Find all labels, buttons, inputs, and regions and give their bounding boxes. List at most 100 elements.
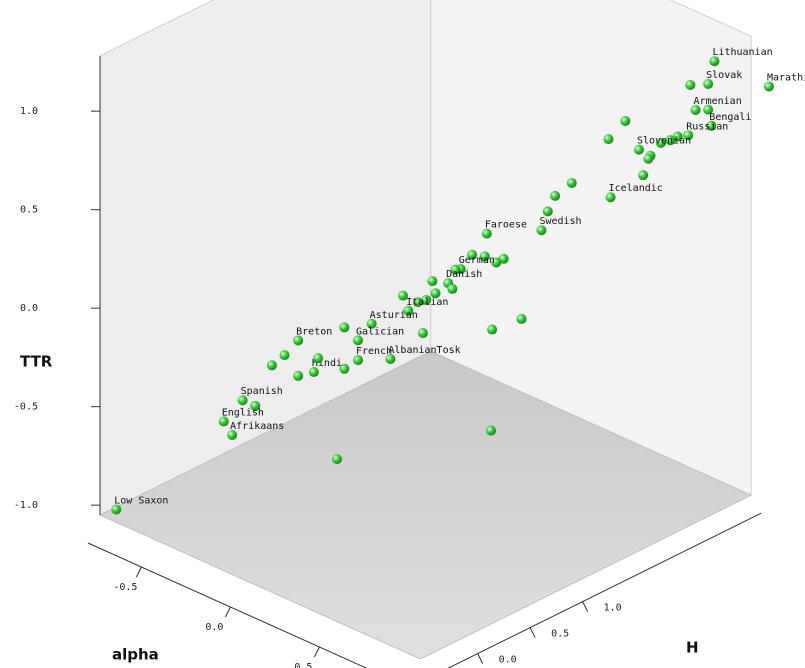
- point-label: Spanish: [241, 386, 283, 397]
- x-tick-label: 0.5: [294, 662, 312, 668]
- z-tick-label: -0.5: [14, 402, 38, 413]
- point-label: Breton: [296, 326, 332, 337]
- point-label: Slovak: [706, 70, 742, 81]
- x-tick: [313, 646, 320, 658]
- axes: -1.0 -0.5 0.0 0.5 1.0 -0.5 0.0 0.5 0.0 0.5 1.0: [14, 55, 762, 668]
- point-label: Russian: [686, 121, 728, 132]
- point: [218, 416, 229, 427]
- point: [412, 297, 423, 308]
- y-tick: [477, 653, 484, 664]
- point-label: English: [222, 407, 264, 418]
- floor: [98, 350, 753, 660]
- point: [427, 276, 438, 287]
- plot-box: [98, 0, 753, 660]
- point: [279, 350, 290, 361]
- point-label: Italian: [406, 297, 448, 308]
- point: [665, 135, 676, 146]
- point: [111, 504, 122, 515]
- x-tick-label: -0.5: [113, 582, 137, 593]
- x-axis-title: alpha: [112, 646, 159, 664]
- points: Lithuanian Slovak Marathi Armenian BengaliRu…: [111, 47, 805, 515]
- point: [709, 56, 720, 67]
- point: [683, 130, 694, 141]
- point: [313, 353, 324, 364]
- y-axis-title: H: [686, 639, 699, 657]
- point: [690, 104, 701, 115]
- point-label: Asturian: [370, 310, 418, 321]
- point: [450, 264, 461, 275]
- z-tick-label: 0.5: [20, 205, 38, 216]
- point-label: Galician: [356, 326, 404, 337]
- point: [293, 335, 304, 346]
- point: [620, 115, 631, 126]
- point-label: Icelandic: [609, 183, 663, 194]
- point: [385, 354, 396, 365]
- point: [467, 249, 478, 260]
- point-label: Bengali: [709, 112, 751, 123]
- x-tick: [135, 566, 142, 578]
- point: [491, 257, 502, 268]
- point: [542, 206, 553, 217]
- z-tick-label: 1.0: [20, 106, 38, 117]
- point-label: Swedish: [539, 216, 581, 227]
- y-tick-label: 1.0: [604, 603, 622, 614]
- y-axis: [447, 512, 762, 668]
- x-tick: [224, 606, 231, 618]
- y-tick-label: 0.0: [499, 655, 517, 666]
- point: [421, 294, 432, 305]
- point: [447, 283, 458, 294]
- point: [536, 225, 547, 236]
- point-label: Slovenian: [637, 136, 691, 147]
- point: [487, 324, 498, 335]
- point: [339, 363, 350, 374]
- point-label: Marathi: [767, 72, 805, 83]
- point: [481, 228, 492, 239]
- point: [237, 395, 248, 406]
- point: [403, 305, 414, 316]
- point-label: German: [459, 255, 495, 266]
- point-label: Low Saxon: [114, 495, 168, 506]
- point: [550, 190, 561, 201]
- z-axis-title: TTR: [20, 353, 53, 371]
- point: [764, 81, 774, 92]
- point: [430, 288, 441, 299]
- point: [516, 313, 527, 324]
- point: [339, 322, 350, 333]
- point: [250, 400, 261, 411]
- point: [332, 454, 342, 465]
- point: [266, 360, 277, 371]
- y-tick: [529, 627, 536, 638]
- point: [353, 355, 363, 366]
- point: [655, 137, 666, 148]
- z-tick-label: -1.0: [14, 500, 38, 511]
- point-label: French: [356, 346, 392, 357]
- point: [353, 335, 363, 346]
- point: [479, 251, 490, 262]
- point-label: Hindi: [312, 358, 342, 369]
- point-label: Faroese: [485, 220, 527, 231]
- point-label: Afrikaans: [230, 421, 284, 432]
- point: [703, 79, 714, 90]
- point: [633, 144, 644, 155]
- point-label: Danish: [446, 269, 482, 280]
- point: [486, 425, 497, 436]
- point: [566, 177, 577, 188]
- x-tick-label: 0.0: [205, 622, 223, 633]
- point: [703, 104, 714, 115]
- y-tick: [582, 601, 589, 612]
- point: [603, 134, 614, 145]
- point: [643, 153, 654, 164]
- point: [417, 328, 428, 339]
- z-tick-label: 0.0: [20, 303, 38, 314]
- point: [308, 367, 319, 378]
- point: [638, 170, 649, 181]
- point: [293, 370, 304, 381]
- point: [605, 192, 616, 203]
- point: [706, 120, 717, 131]
- point-label: Lithuanian: [712, 47, 772, 58]
- point: [685, 79, 696, 90]
- y-tick-label: 0.5: [551, 629, 569, 640]
- point-label: Armenian: [694, 96, 742, 107]
- point: [366, 318, 377, 329]
